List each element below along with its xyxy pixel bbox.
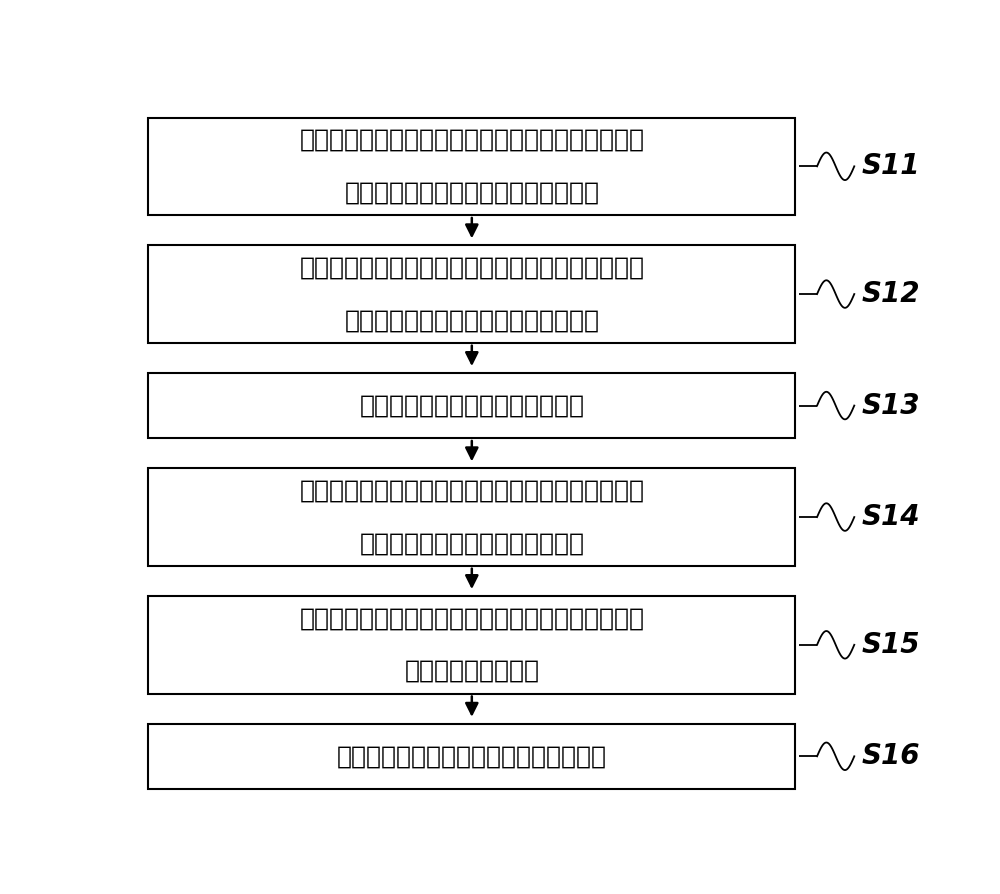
Text: 在所述半导体基底的正面上形成至少两个像素，每一: 在所述半导体基底的正面上形成至少两个像素，每一 (299, 256, 644, 280)
Text: 半导体基底具有正面和与之相对的背面: 半导体基底具有正面和与之相对的背面 (344, 181, 599, 205)
Text: 所述像素单元区域内具有一个所述像素: 所述像素单元区域内具有一个所述像素 (344, 308, 599, 333)
Bar (148, 724, 795, 789)
Bar (148, 118, 795, 215)
Bar (148, 373, 795, 438)
Text: S16: S16 (862, 742, 921, 771)
Bar (148, 596, 795, 694)
Text: S12: S12 (862, 280, 921, 308)
Text: S11: S11 (862, 152, 921, 181)
Text: S14: S14 (862, 503, 921, 531)
Text: 邻所述像素单元区域之间形成沟槽: 邻所述像素单元区域之间形成沟槽 (359, 531, 584, 555)
Text: S13: S13 (862, 392, 921, 419)
Bar (148, 245, 795, 342)
Text: 提供半导体基底，包括至少两个像素单元区域，所述: 提供半导体基底，包括至少两个像素单元区域，所述 (299, 128, 644, 152)
Text: 选择性地对所述半导体基底的背面进行刻蚀，以在相: 选择性地对所述半导体基底的背面进行刻蚀，以在相 (299, 479, 644, 502)
Text: 在所述半导体基底的背面形成隔绝层，所述隔绝层与: 在所述半导体基底的背面形成隔绝层，所述隔绝层与 (299, 606, 644, 630)
Bar (148, 468, 795, 566)
Text: 在所述隔绝层上依次形成滤光片和微透镜: 在所述隔绝层上依次形成滤光片和微透镜 (337, 745, 607, 768)
Text: S15: S15 (862, 631, 921, 659)
Text: 所述沟槽形成空气隙: 所述沟槽形成空气隙 (404, 659, 539, 683)
Text: 对所述半导体基底的背面进行薄化: 对所述半导体基底的背面进行薄化 (359, 393, 584, 417)
